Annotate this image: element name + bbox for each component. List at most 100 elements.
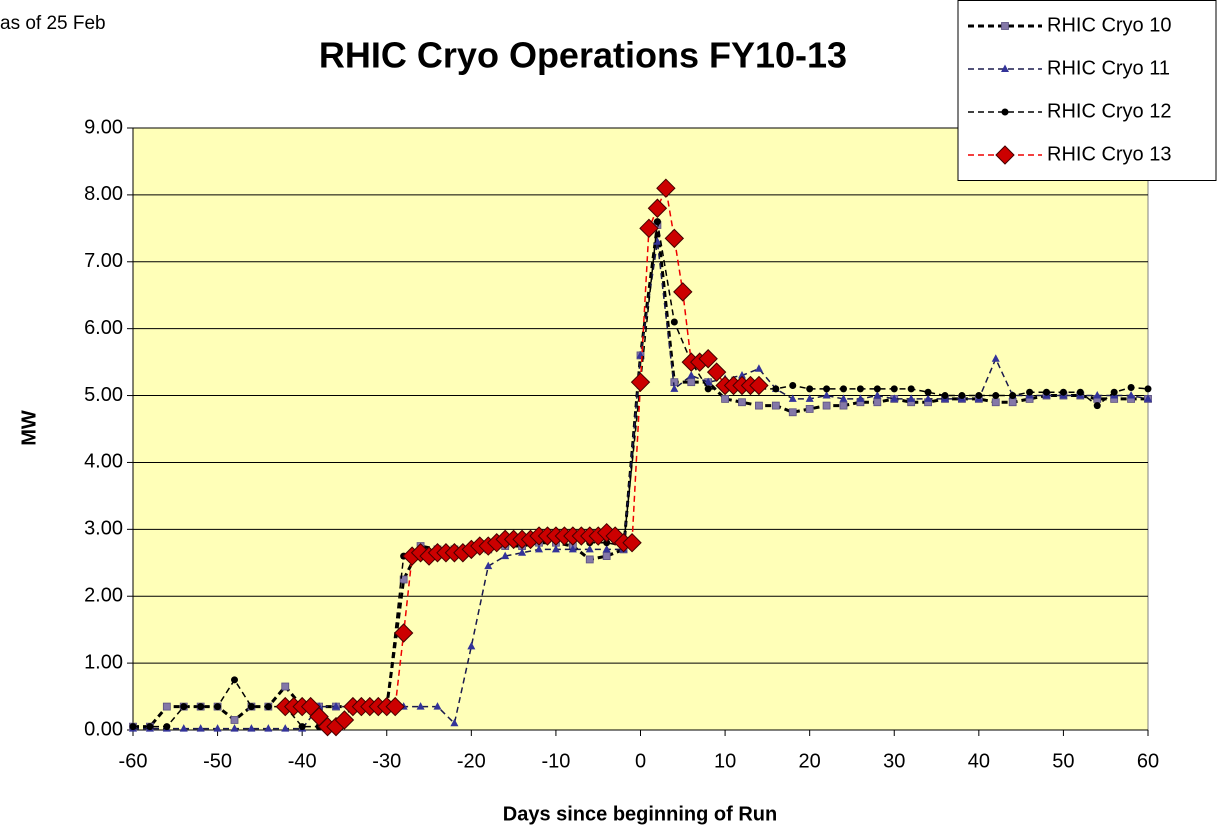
x-tick-label: 40 [968,750,990,772]
marker [1059,388,1067,396]
marker [840,385,847,393]
marker [738,398,746,407]
marker [585,544,594,553]
marker [704,377,713,386]
marker [653,218,661,226]
marker [995,145,1015,165]
y-tick-label: 4.00 [84,451,123,473]
legend-label: RHIC Cryo 12 [1047,100,1171,122]
legend-label: RHIC Cryo 10 [1047,14,1171,36]
marker [281,724,290,732]
marker [1144,385,1152,393]
marker [1076,388,1084,396]
marker [163,723,171,731]
marker [602,544,611,553]
marker [334,710,355,730]
marker [687,370,696,379]
marker [907,385,915,393]
x-tick-label: 60 [1137,750,1159,772]
marker [385,696,405,717]
marker [704,385,712,393]
x-axis-label: Days since beginning of Run [503,803,777,825]
y-tick-label: 1.00 [84,651,123,673]
marker [755,401,763,410]
marker [1127,384,1135,392]
marker [788,408,797,417]
marker [656,178,676,198]
marker [822,391,831,399]
marker [568,544,577,553]
marker [162,702,171,711]
marker [992,392,1000,400]
marker [146,723,154,731]
marker [399,575,408,584]
marker [602,552,611,560]
marker [622,533,642,553]
marker [772,385,780,393]
marker [585,555,594,564]
marker [856,385,864,393]
marker [197,703,205,711]
x-tick-label: -40 [288,750,317,772]
y-tick-label: 5.00 [84,384,123,406]
marker [789,382,797,390]
marker [706,362,727,382]
marker [1001,64,1009,72]
marker [1110,388,1118,396]
marker [1008,398,1017,407]
marker [991,354,1000,362]
marker [805,394,814,402]
marker [856,394,865,402]
marker [535,544,543,553]
marker [873,385,881,393]
marker [230,724,239,732]
marker [332,702,340,710]
y-tick-label: 3.00 [84,518,123,540]
x-tick-label: 30 [883,750,905,772]
chart-title: RHIC Cryo Operations FY10-13 [319,35,847,76]
marker [484,561,493,570]
marker [551,544,560,553]
marker [873,398,882,407]
marker [1093,402,1101,410]
marker [630,372,651,392]
marker [788,394,797,402]
marker [647,198,668,218]
marker [991,398,1000,407]
marker [264,703,272,711]
y-tick-label: 7.00 [84,250,123,272]
y-tick-label: 2.00 [84,585,123,607]
x-tick-label: 10 [714,750,736,772]
marker [754,364,763,372]
x-tick-label: 50 [1052,750,1074,772]
marker [958,392,966,400]
marker [264,724,273,732]
marker [673,282,693,302]
marker [214,703,222,711]
marker [433,702,442,710]
marker [670,384,679,392]
annotation: as of 25 Feb [0,13,106,34]
marker [230,716,239,724]
marker [1043,388,1050,396]
marker [1144,394,1152,402]
legend-label: RHIC Cryo 13 [1047,143,1171,165]
marker [907,394,916,402]
marker [924,394,933,402]
marker [180,703,188,711]
marker [670,318,678,326]
marker [698,349,718,369]
marker [467,641,476,650]
marker [941,392,949,400]
y-tick-label: 9.00 [84,116,123,138]
marker [281,682,290,691]
marker [450,718,459,727]
x-tick-label: -20 [457,750,486,772]
marker [653,237,662,245]
marker [298,723,306,731]
marker [247,724,256,732]
marker [603,539,611,547]
x-tick-label: -60 [119,750,148,772]
marker [975,392,983,400]
